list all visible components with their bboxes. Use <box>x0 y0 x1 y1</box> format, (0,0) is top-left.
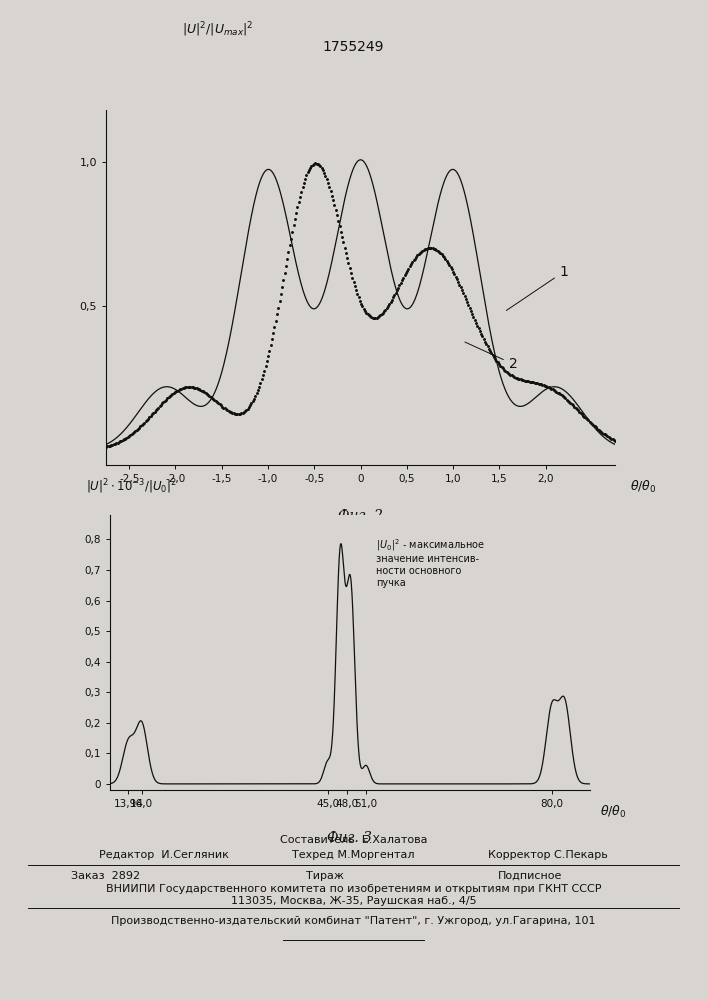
Text: ВНИИПИ Государственного комитета по изобретениям и открытиям при ГКНТ СССР: ВНИИПИ Государственного комитета по изоб… <box>106 884 601 894</box>
Text: $|U|^2 \cdot 10^{-3}/|U_0|^2$: $|U|^2 \cdot 10^{-3}/|U_0|^2$ <box>86 477 176 496</box>
Text: $|U_0|^2$ - максимальное
значение интенсив-
ности основного
пучка: $|U_0|^2$ - максимальное значение интенс… <box>376 537 485 588</box>
Text: $\theta/\theta_0$: $\theta/\theta_0$ <box>600 804 626 820</box>
Text: $|U|^2/|U_{max}|^2$: $|U|^2/|U_{max}|^2$ <box>182 20 254 39</box>
Text: 2: 2 <box>465 342 518 371</box>
Text: Заказ  2892: Заказ 2892 <box>71 871 140 881</box>
Text: 1: 1 <box>506 265 568 310</box>
Text: Корректор С.Пекарь: Корректор С.Пекарь <box>489 850 608 860</box>
Text: $\theta/\theta_0$: $\theta/\theta_0$ <box>631 479 657 495</box>
Text: 1755249: 1755249 <box>323 40 384 54</box>
Text: Редактор  И.Сегляник: Редактор И.Сегляник <box>99 850 229 860</box>
Text: Тираж: Тираж <box>306 871 344 881</box>
Text: Подписное: Подписное <box>498 871 563 881</box>
Text: Фиг. 3: Фиг. 3 <box>327 831 373 845</box>
Text: Техред М.Моргентал: Техред М.Моргентал <box>292 850 415 860</box>
Text: Фиг. 2: Фиг. 2 <box>338 509 383 523</box>
Text: Производственно-издательский комбинат "Патент", г. Ужгород, ул.Гагарина, 101: Производственно-издательский комбинат "П… <box>111 916 596 926</box>
Text: 113035, Москва, Ж-35, Раушская наб., 4/5: 113035, Москва, Ж-35, Раушская наб., 4/5 <box>230 896 477 906</box>
Text: Составитель  Е.Халатова: Составитель Е.Халатова <box>280 835 427 845</box>
